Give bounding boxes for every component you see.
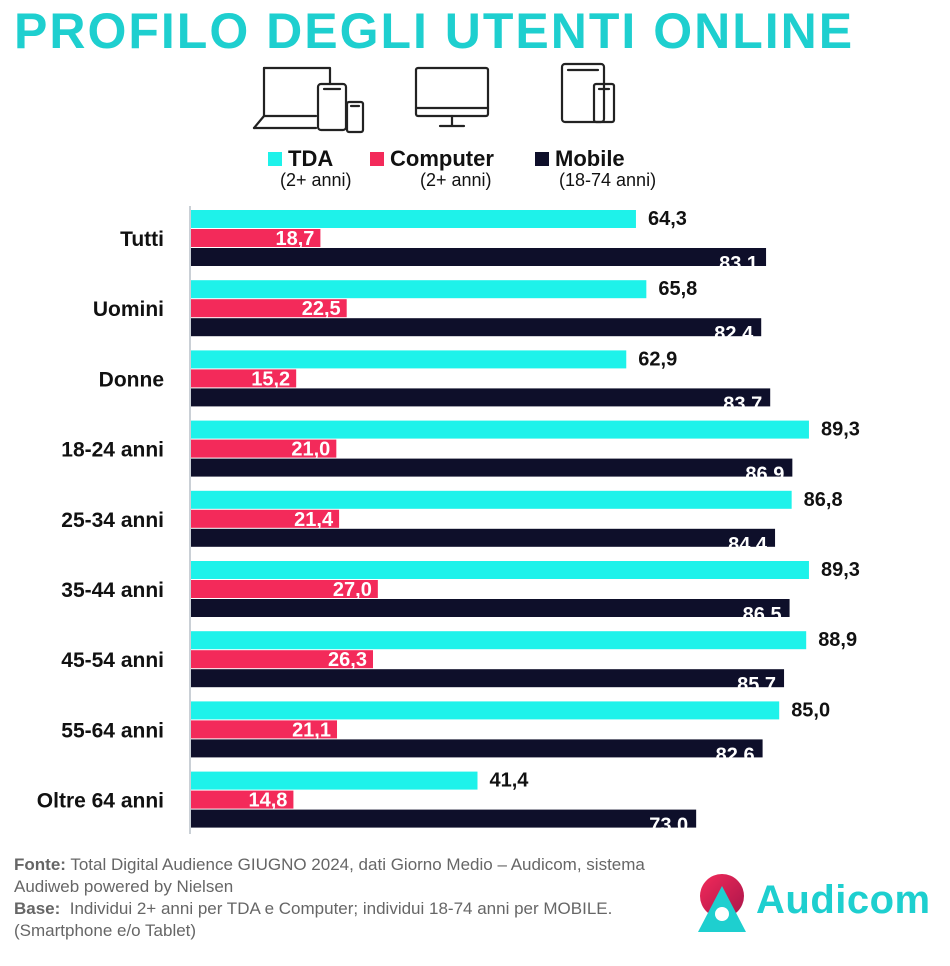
data-label-tda: 64,3	[648, 208, 687, 230]
bar-mobile	[191, 599, 790, 617]
footnote-base-text: Individui 2+ anni per TDA e Computer; in…	[14, 899, 613, 940]
legend-item-computer: Computer (2+ anni)	[370, 146, 494, 191]
data-label-tda: 88,9	[818, 629, 857, 651]
data-label-mobile: 86,9	[745, 464, 784, 486]
data-label-mobile: 85,7	[737, 674, 776, 696]
bar-computer	[191, 720, 338, 739]
audicom-logo: Audicom	[694, 868, 934, 938]
data-label-mobile: 82,4	[714, 323, 754, 345]
bar-tda	[191, 561, 809, 579]
category-label: Donne	[99, 368, 164, 391]
bar-mobile	[191, 739, 763, 758]
legend-swatch-computer	[370, 152, 384, 166]
data-label-mobile: 83,1	[719, 253, 758, 275]
bar-mobile	[191, 809, 697, 828]
bar-mobile	[191, 458, 793, 477]
data-label-tda: 41,4	[489, 770, 529, 792]
legend-swatch-tda	[268, 152, 282, 166]
data-label-mobile: 86,5	[743, 604, 782, 626]
legend-swatch-mobile	[535, 152, 549, 166]
footnote-fonte-label: Fonte:	[14, 855, 66, 874]
page-title: PROFILO DEGLI UTENTI ONLINE	[14, 3, 855, 59]
bar-computer	[191, 650, 373, 669]
legend-label-tda: TDA	[288, 146, 334, 171]
data-label-tda: 89,3	[821, 559, 860, 581]
tablet-phone-icon	[560, 62, 616, 124]
data-label-tda: 89,3	[821, 419, 860, 441]
device-icons	[252, 62, 616, 134]
legend-note-tda: (2+ anni)	[280, 170, 352, 190]
audicom-logo-icon	[698, 874, 746, 932]
category-label: 55-64 anni	[61, 719, 164, 742]
bar-computer	[191, 299, 347, 318]
data-label-computer: 15,2	[251, 368, 290, 390]
data-label-mobile: 82,6	[716, 744, 755, 766]
bar-computer	[191, 509, 340, 528]
bar-computer	[191, 580, 378, 598]
bar-tda	[191, 280, 647, 299]
category-label: 18-24 anni	[61, 439, 164, 462]
data-label-mobile: 84,4	[728, 534, 768, 556]
data-label-computer: 21,0	[291, 439, 330, 461]
bar-tda	[191, 701, 780, 720]
data-label-computer: 21,1	[292, 719, 331, 741]
data-label-tda: 62,9	[638, 348, 677, 370]
category-label: 45-54 anni	[61, 649, 164, 672]
bar-tda	[191, 210, 636, 228]
legend-label-computer: Computer	[390, 146, 494, 171]
data-label-computer: 14,8	[248, 790, 287, 812]
category-label: 35-44 anni	[61, 579, 164, 602]
bar-mobile	[191, 318, 762, 337]
data-label-computer: 21,4	[294, 509, 334, 531]
monitor-icon	[414, 66, 490, 128]
legend-label-mobile: Mobile	[555, 146, 625, 171]
bar-mobile	[191, 388, 771, 407]
footnote-fonte-text: Total Digital Audience GIUGNO 2024, dati…	[14, 855, 645, 896]
data-label-mobile: 73,0	[649, 815, 688, 837]
bar-computer	[191, 439, 337, 458]
bar-mobile	[191, 528, 776, 547]
category-label: Tutti	[120, 228, 164, 251]
data-label-computer: 22,5	[302, 298, 341, 320]
data-label-tda: 65,8	[658, 278, 697, 300]
audicom-logo-text: Audicom	[756, 878, 931, 922]
bar-mobile	[191, 248, 767, 266]
legend-item-mobile: Mobile (18-74 anni)	[535, 146, 656, 191]
data-label-computer: 26,3	[328, 649, 367, 671]
bar-computer	[191, 369, 297, 388]
legend-item-tda: TDA (2+ anni)	[268, 146, 352, 191]
bar-tda	[191, 490, 792, 509]
data-label-tda: 86,8	[804, 489, 843, 511]
footnote: Fonte: Total Digital Audience GIUGNO 202…	[14, 854, 674, 942]
data-label-mobile: 83,7	[723, 393, 762, 415]
bar-tda	[191, 420, 809, 439]
footnote-base-label: Base:	[14, 899, 61, 918]
chart-legend: TDA (2+ anni) Computer (2+ anni) Mobile …	[0, 146, 950, 194]
legend-note-computer: (2+ anni)	[420, 170, 492, 190]
bar-mobile	[191, 669, 785, 688]
data-label-computer: 18,7	[275, 228, 314, 250]
bar-tda	[191, 631, 807, 650]
bar-tda	[191, 350, 627, 369]
laptop-phone-icon	[252, 66, 365, 134]
bar-computer	[191, 229, 321, 247]
bar-chart: Tutti 64,3 18,7 83,1 Uomini 65,8 22,5 82,4 Donne…	[37, 206, 860, 837]
data-label-computer: 27,0	[333, 579, 372, 601]
category-label: 25-34 anni	[61, 509, 164, 532]
legend-note-mobile: (18-74 anni)	[559, 170, 657, 190]
category-label: Oltre 64 anni	[37, 790, 164, 813]
bar-computer	[191, 790, 294, 809]
category-label: Uomini	[93, 298, 164, 321]
data-label-tda: 85,0	[791, 699, 830, 721]
bar-tda	[191, 771, 478, 790]
